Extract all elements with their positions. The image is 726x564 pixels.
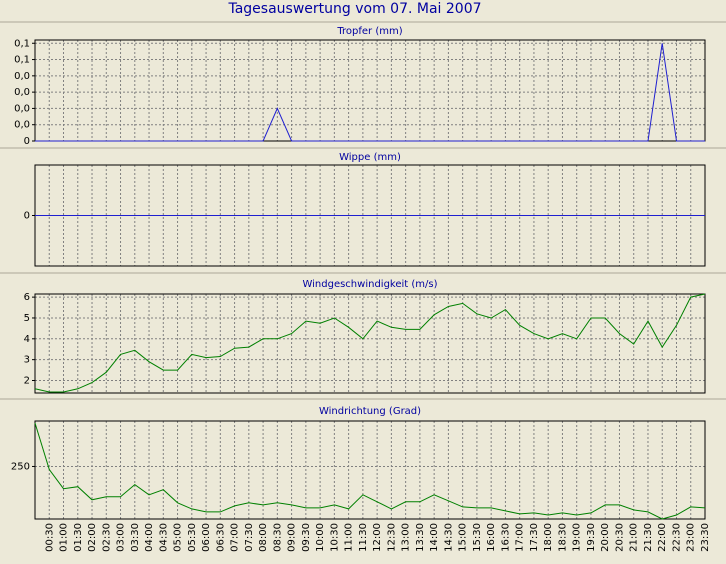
x-tick-label: 01:30: [73, 523, 84, 552]
x-tick-label: 20:30: [614, 523, 625, 552]
x-tick-label: 03:00: [116, 523, 127, 552]
x-tick-label: 09:00: [287, 523, 298, 552]
x-tick-label: 20:00: [600, 523, 611, 552]
y-tick-label: 0,0: [14, 103, 30, 114]
x-tick-label: 19:00: [572, 523, 583, 552]
x-tick-label: 16:00: [486, 523, 497, 552]
x-tick-label: 18:30: [557, 523, 568, 552]
y-tick-label: 0,0: [14, 87, 30, 98]
x-tick-label: 08:00: [258, 523, 269, 552]
y-tick-label: 5: [24, 313, 30, 324]
x-tick-label: 23:00: [686, 523, 697, 552]
plot-frame: [34, 293, 706, 394]
x-tick-label: 05:30: [187, 523, 198, 552]
y-tick-label: 0,1: [14, 55, 30, 66]
x-tick-label: 11:30: [358, 523, 369, 552]
x-tick-label: 03:30: [130, 523, 141, 552]
x-tick-label: 15:00: [458, 523, 469, 552]
x-tick-label: 10:30: [329, 523, 340, 552]
plot-area: [35, 421, 705, 519]
y-tick-label: 3: [24, 355, 30, 366]
plot-frame: [34, 420, 706, 520]
x-tick-label: 14:30: [443, 523, 454, 552]
y-tick-label: 6: [24, 292, 30, 303]
plot-area: [35, 294, 705, 393]
x-tick-label: 18:00: [543, 523, 554, 552]
y-tick-label: 250: [11, 461, 30, 472]
x-tick-label: 02:30: [101, 523, 112, 552]
x-tick-label: 07:00: [230, 523, 241, 552]
plot-area: [35, 40, 705, 141]
x-tick-label: 17:00: [515, 523, 526, 552]
data-line: [35, 43, 705, 142]
x-tick-label: 07:30: [244, 523, 255, 552]
x-tick-label: 14:00: [429, 523, 440, 552]
x-tick-label: 01:00: [59, 523, 70, 552]
x-tick-label: 10:00: [315, 523, 326, 552]
y-tick-label: 4: [24, 334, 30, 345]
x-tick-label: 13:30: [415, 523, 426, 552]
y-tick-label: 0: [24, 211, 30, 222]
x-tick-label: 22:30: [671, 523, 682, 552]
x-tick-label: 06:30: [215, 523, 226, 552]
panel-title: Windgeschwindigkeit (m/s): [302, 279, 437, 290]
x-tick-label: 06:00: [201, 523, 212, 552]
x-tick-label: 02:00: [87, 523, 98, 552]
x-tick-label: 15:30: [472, 523, 483, 552]
x-tick-label: 19:30: [586, 523, 597, 552]
y-tick-label: 2: [24, 375, 30, 386]
data-line: [34, 422, 706, 520]
x-tick-label: 23:30: [700, 523, 711, 552]
y-tick-label: 0,1: [14, 38, 30, 49]
y-tick-label: 0: [24, 136, 30, 147]
x-tick-label: 16:30: [500, 523, 511, 552]
x-tick-label: 21:00: [629, 523, 640, 552]
x-tick-label: 13:00: [401, 523, 412, 552]
x-tick-label: 09:30: [301, 523, 312, 552]
x-tick-label: 21:30: [643, 523, 654, 552]
x-tick-label: 11:00: [344, 523, 355, 552]
x-tick-label: 12:00: [372, 523, 383, 552]
panel-title: Windrichtung (Grad): [319, 406, 421, 417]
x-tick-label: 04:00: [144, 523, 155, 552]
x-tick-label: 04:30: [158, 523, 169, 552]
data-line: [34, 293, 706, 393]
y-tick-label: 0,0: [14, 120, 30, 131]
x-tick-label: 00:30: [44, 523, 55, 552]
panel-title: Wippe (mm): [339, 152, 401, 163]
x-tick-label: 08:30: [272, 523, 283, 552]
panel-title: Tropfer (mm): [336, 26, 402, 37]
x-tick-label: 12:30: [386, 523, 397, 552]
x-tick-label: 22:00: [657, 523, 668, 552]
x-tick-label: 17:30: [529, 523, 540, 552]
page-title: Tagesauswertung vom 07. Mai 2007: [227, 1, 481, 17]
x-tick-label: 05:00: [173, 523, 184, 552]
y-tick-label: 0,0: [14, 71, 30, 82]
